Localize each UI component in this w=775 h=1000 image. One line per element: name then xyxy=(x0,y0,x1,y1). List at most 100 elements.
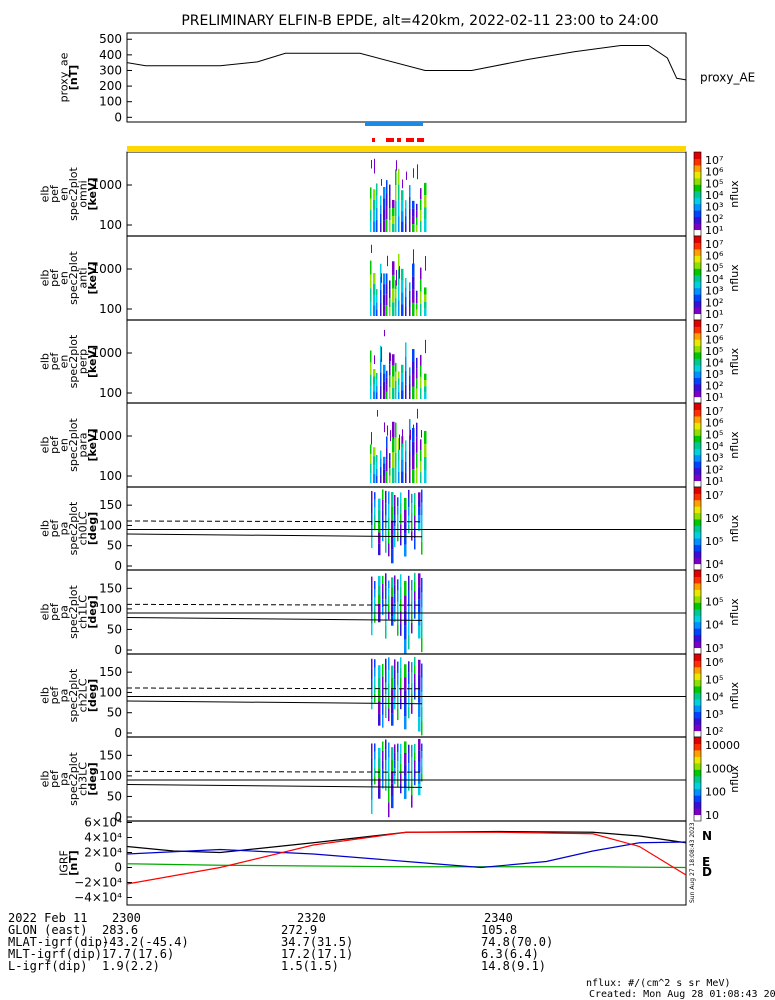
pa-strip xyxy=(400,753,402,764)
pa-strip xyxy=(421,692,423,707)
spectrogram-strip xyxy=(380,450,382,459)
pa-strip xyxy=(400,773,402,784)
pa-strip xyxy=(388,742,390,758)
pa-strip xyxy=(414,776,416,786)
spectrogram-strip xyxy=(420,188,422,200)
spectrogram-strip xyxy=(386,284,388,295)
y-tick-label: 50 xyxy=(107,789,122,803)
pa-strip xyxy=(382,714,384,728)
spectrogram-strip xyxy=(370,302,372,316)
colorbar-tick: 10³ xyxy=(705,452,723,465)
pa-strip xyxy=(391,492,394,507)
pa-strip xyxy=(371,611,373,624)
spectrogram-strip xyxy=(401,373,404,382)
pa-strip xyxy=(414,504,416,516)
y-tick-label: 400 xyxy=(99,48,122,62)
colorbar-band xyxy=(694,203,701,211)
spectrogram-strip xyxy=(389,220,391,232)
colorbar-band xyxy=(694,589,701,597)
pa-strip xyxy=(391,606,394,617)
colorbar-band xyxy=(694,634,701,642)
spectrogram-strip xyxy=(396,160,397,171)
spectrogram-strip xyxy=(420,267,422,280)
axis-label: elb xyxy=(38,353,51,370)
spectrogram-strip xyxy=(412,469,415,483)
spectrogram-strip xyxy=(424,392,427,399)
spectrogram-strip xyxy=(386,305,388,316)
spectrogram-strip xyxy=(380,345,382,360)
colorbar-tick: 10² xyxy=(705,380,723,393)
colorbar-tick: 10⁴ xyxy=(705,619,724,632)
pa-strip xyxy=(404,610,407,626)
spectrogram-strip xyxy=(386,180,388,194)
science-zone-bar xyxy=(365,122,423,126)
colorbar-band xyxy=(694,512,701,520)
pa-strip xyxy=(388,603,390,612)
pa-strip xyxy=(371,658,373,669)
pa-strip xyxy=(397,613,399,625)
axis-label: perp xyxy=(76,349,89,374)
pa-strip xyxy=(388,596,390,604)
footer-row-value: 1.9(2.2) xyxy=(102,959,160,973)
axis-label: en xyxy=(57,355,70,369)
colorbar-band xyxy=(694,782,701,790)
colorbar-band xyxy=(694,654,701,661)
pa-strip xyxy=(385,658,387,671)
footer-row-value: 14.8(9.1) xyxy=(481,959,547,973)
pa-strip xyxy=(397,696,399,709)
pa-strip xyxy=(394,603,396,613)
y-tick-label: 0 xyxy=(114,643,122,657)
colorbar-band xyxy=(694,595,701,603)
spectrogram-strip xyxy=(395,452,397,468)
spectrogram-strip xyxy=(376,219,378,232)
pa-strip xyxy=(411,757,413,770)
spectrogram-strip xyxy=(376,183,378,196)
spectrogram-strip xyxy=(398,449,400,461)
colorbar-band xyxy=(694,261,701,269)
y-tick-label: 100 xyxy=(99,218,122,232)
pa-strip xyxy=(418,702,421,718)
spectrogram-strip xyxy=(405,356,407,371)
spectrogram-strip xyxy=(392,207,395,216)
spectrogram-strip xyxy=(389,375,391,388)
colorbar-label: nflux xyxy=(728,681,741,709)
pa-strip xyxy=(388,504,390,518)
pa-strip xyxy=(378,677,381,690)
colorbar-tick: 10⁵ xyxy=(705,261,723,274)
spectrogram-strip xyxy=(383,463,386,470)
spectrogram-strip xyxy=(424,443,427,457)
spectrogram-strip xyxy=(384,422,385,433)
spectrogram-strip xyxy=(376,475,378,483)
pa-strip xyxy=(404,580,407,596)
pa-strip xyxy=(411,493,413,504)
pa-strip xyxy=(397,778,399,788)
pa-strip xyxy=(371,743,373,758)
pa-strip xyxy=(404,787,407,799)
y-tick-label: 6×10⁴ xyxy=(84,816,122,830)
axis-label: pef xyxy=(48,184,61,203)
spectrogram-strip xyxy=(386,471,388,483)
spectrogram-strip xyxy=(424,456,427,470)
pa-strip xyxy=(371,502,373,514)
spectrogram-strip xyxy=(380,204,382,214)
colorbar-tick: 10¹ xyxy=(705,224,723,237)
pa-strip xyxy=(391,587,394,597)
pa-strip xyxy=(394,760,396,769)
pa-strip xyxy=(391,520,394,535)
pa-strip xyxy=(388,491,390,505)
y-tick-label: 150 xyxy=(99,498,122,512)
spectrogram-strip xyxy=(383,456,386,464)
pa-strip xyxy=(414,743,416,753)
pa-strip xyxy=(385,586,387,600)
pa-strip xyxy=(371,491,373,503)
pa-strip xyxy=(411,744,413,758)
spectrogram-strip xyxy=(371,432,372,445)
spectrogram-strip xyxy=(398,216,400,232)
pa-strip xyxy=(391,783,394,796)
footer-date: 2022 Feb 11 xyxy=(8,911,88,925)
spectrogram-strip xyxy=(383,305,386,316)
colorbar-band xyxy=(694,576,701,584)
colorbar-tick: 10¹ xyxy=(705,391,723,404)
